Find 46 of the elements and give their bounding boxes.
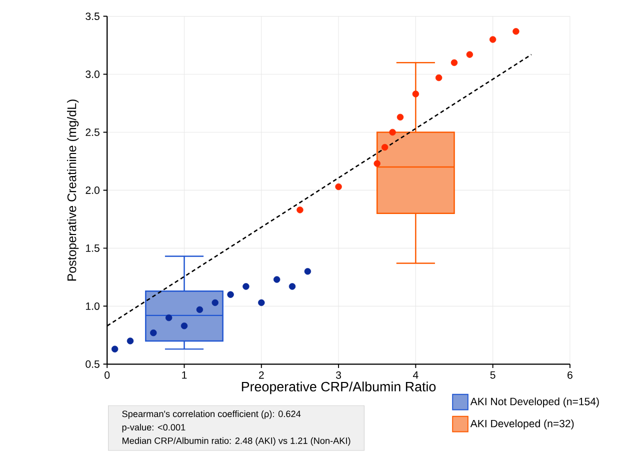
point — [196, 306, 204, 314]
point — [381, 144, 388, 151]
y-tick-label: 0.5 — [86, 360, 100, 368]
point — [412, 90, 420, 98]
x-tick-label: 4 — [412, 371, 418, 379]
text: p-value: <0.001 — [122, 424, 186, 432]
x-tick-label: 2 — [258, 371, 264, 379]
point — [374, 160, 380, 167]
point — [304, 268, 312, 275]
legend-label: AKI Developed (n=32) — [470, 420, 574, 430]
point — [126, 338, 134, 344]
y-axis-title: Postoperative Creatinine (mg/dL) — [67, 100, 79, 281]
y-tick-label: 3.0 — [86, 70, 100, 78]
point — [435, 74, 442, 82]
point — [111, 346, 118, 352]
point — [389, 128, 396, 136]
point — [212, 299, 218, 306]
legend-label: AKI Not Developed (n=154) — [470, 398, 599, 408]
point — [242, 283, 250, 290]
point — [288, 283, 296, 290]
point — [296, 206, 304, 214]
y-tick-label: 1.0 — [86, 302, 100, 310]
point — [396, 114, 404, 121]
y-tick-label: 1.5 — [86, 244, 100, 252]
point — [165, 314, 172, 322]
x-tick-label: 1 — [182, 371, 187, 379]
x-tick-label: 0 — [104, 371, 110, 379]
point — [150, 330, 157, 336]
point — [273, 276, 280, 283]
y-tick-label: 3.5 — [86, 12, 100, 20]
text: Median CRP/Albumin ratio: 2.48 (AKI) vs 1.21 (Non-AKI) — [122, 437, 350, 446]
x-axis-title: Preoperative CRP/Albumin Ratio — [242, 382, 436, 394]
point — [335, 183, 342, 190]
y-tick-label: 2.5 — [86, 128, 100, 136]
x-tick-label: 5 — [490, 371, 496, 379]
y-tick-label: 2.0 — [86, 186, 100, 194]
point — [512, 28, 520, 35]
x-tick-label: 6 — [568, 371, 572, 379]
point — [180, 322, 188, 330]
point — [227, 291, 234, 298]
point — [466, 51, 474, 58]
x-tick-label: 3 — [336, 371, 342, 379]
point — [258, 299, 265, 306]
text: Spearman's correlation coefficient (ρ): 0.624 — [122, 410, 301, 419]
point — [489, 36, 496, 43]
point — [450, 59, 458, 66]
